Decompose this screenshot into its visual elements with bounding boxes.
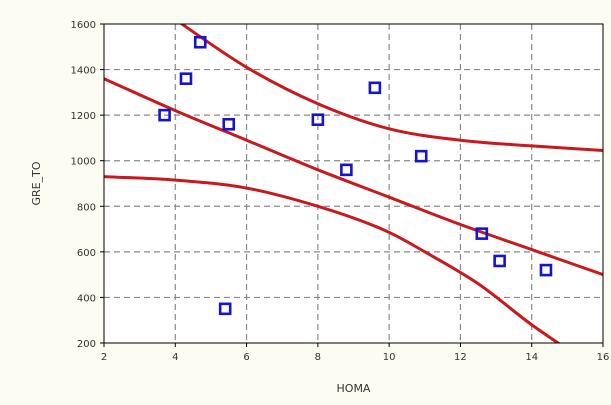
y-tick-label: 600 bbox=[77, 248, 96, 259]
x-tick-label: 14 bbox=[525, 352, 538, 363]
data-point bbox=[493, 254, 506, 268]
data-point bbox=[475, 227, 489, 240]
data-point bbox=[539, 263, 553, 277]
lower-confidence-band bbox=[104, 175, 561, 343]
x-tick-label: 6 bbox=[243, 352, 249, 363]
y-tick-label: 200 bbox=[77, 339, 96, 350]
y-tick-label: 1400 bbox=[71, 66, 96, 77]
x-tick-label: 8 bbox=[315, 352, 321, 363]
data-point bbox=[158, 108, 171, 122]
plot-border bbox=[103, 23, 604, 344]
data-point bbox=[311, 113, 325, 126]
data-point bbox=[222, 117, 236, 131]
y-axis-ticks: 200 400 600 800 1000 1200 1400 1600 bbox=[71, 20, 104, 350]
data-point bbox=[340, 163, 353, 177]
y-tick-label: 400 bbox=[77, 293, 96, 304]
regression-curves bbox=[104, 24, 603, 343]
upper-confidence-band bbox=[179, 24, 603, 152]
y-tick-label: 800 bbox=[77, 202, 96, 213]
y-tick-label: 1200 bbox=[71, 111, 96, 122]
data-point bbox=[179, 72, 193, 85]
x-axis-label: HOMA bbox=[337, 382, 371, 395]
data-point bbox=[368, 81, 382, 95]
x-tick-label: 10 bbox=[383, 352, 396, 363]
x-tick-label: 12 bbox=[454, 352, 467, 363]
x-tick-label: 4 bbox=[172, 352, 178, 363]
data-point bbox=[218, 302, 232, 316]
y-axis-label: GRE_TO bbox=[30, 161, 43, 205]
x-axis-ticks: 2 4 6 8 10 12 14 16 bbox=[101, 343, 610, 363]
data-point bbox=[414, 149, 428, 163]
y-tick-label: 1600 bbox=[71, 20, 96, 31]
x-tick-label: 16 bbox=[597, 352, 610, 363]
data-point bbox=[193, 35, 207, 49]
x-tick-label: 2 bbox=[101, 352, 107, 363]
regression-line bbox=[104, 77, 603, 277]
data-points bbox=[158, 35, 553, 316]
y-tick-label: 1000 bbox=[71, 157, 96, 168]
